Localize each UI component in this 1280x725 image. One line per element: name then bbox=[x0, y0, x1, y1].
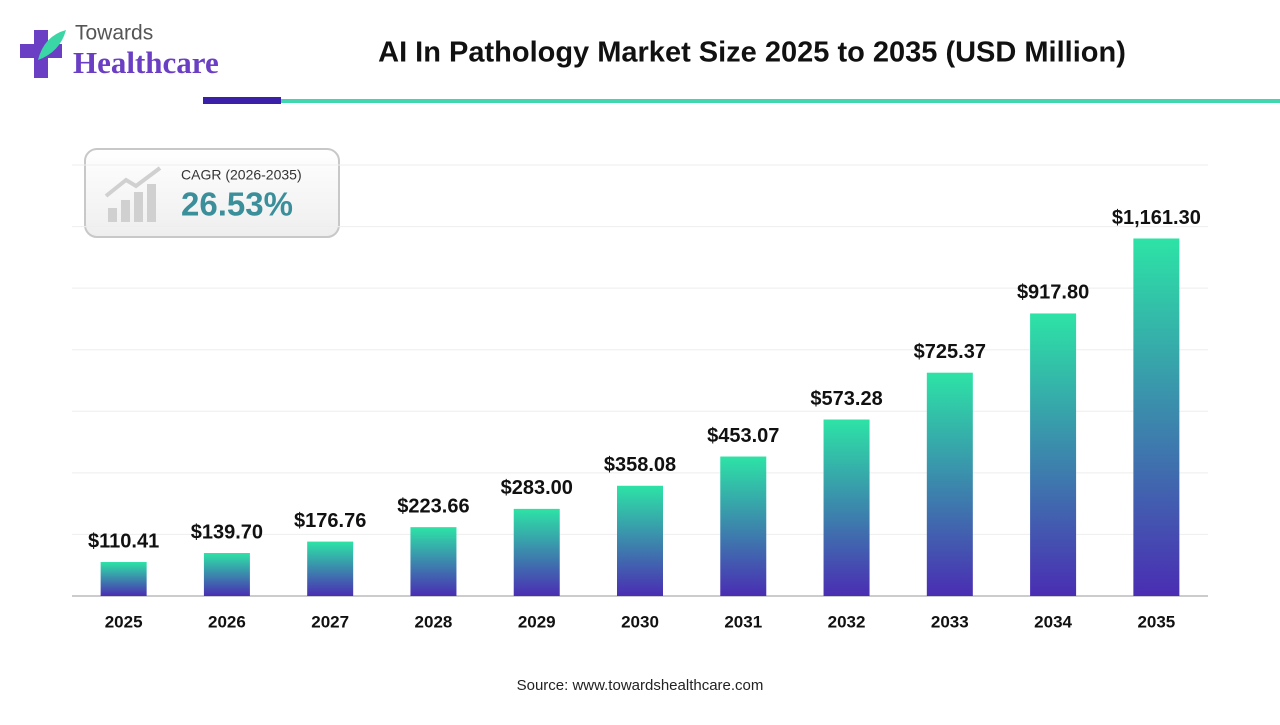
source: Source: www.towardshealthcare.com bbox=[517, 677, 764, 694]
bar bbox=[1133, 238, 1180, 596]
x-tick-label: 2028 bbox=[415, 612, 453, 631]
bar bbox=[203, 552, 250, 596]
x-tick-label: 2025 bbox=[105, 612, 143, 631]
x-tick-label: 2035 bbox=[1137, 612, 1175, 631]
value-label: $223.66 bbox=[397, 495, 469, 517]
logo-line2: Healthcare bbox=[73, 45, 219, 80]
value-label: $139.70 bbox=[191, 521, 263, 543]
x-tick-label: 2032 bbox=[828, 612, 866, 631]
bar bbox=[926, 372, 973, 596]
x-tick-label: 2031 bbox=[724, 612, 762, 631]
cagr-value: 26.53% bbox=[181, 186, 293, 223]
bar bbox=[823, 419, 870, 596]
value-label: $573.28 bbox=[810, 388, 882, 410]
header-accent bbox=[203, 97, 281, 104]
cagr-label: CAGR (2026-2035) bbox=[181, 167, 302, 183]
bar bbox=[513, 508, 560, 596]
chart-title: AI In Pathology Market Size 2025 to 2035… bbox=[378, 37, 1126, 69]
bar bbox=[410, 527, 457, 596]
value-label: $917.80 bbox=[1017, 282, 1089, 304]
value-label: $453.07 bbox=[707, 425, 779, 447]
value-label: $1,161.30 bbox=[1112, 207, 1201, 229]
logo-line1: Towards bbox=[75, 22, 153, 45]
bar bbox=[720, 456, 767, 596]
cagr-card: CAGR (2026-2035) 26.53% bbox=[84, 148, 340, 238]
x-tick-label: 2034 bbox=[1034, 612, 1072, 631]
value-label: $725.37 bbox=[914, 341, 986, 363]
x-tick-label: 2026 bbox=[208, 612, 246, 631]
header-line bbox=[281, 99, 1280, 103]
value-label: $176.76 bbox=[294, 510, 366, 532]
value-label: $358.08 bbox=[604, 454, 676, 476]
bar bbox=[307, 541, 354, 596]
x-tick-label: 2029 bbox=[518, 612, 556, 631]
x-tick-label: 2027 bbox=[311, 612, 349, 631]
value-label: $283.00 bbox=[501, 477, 573, 499]
x-tick-label: 2030 bbox=[621, 612, 659, 631]
bar bbox=[617, 485, 663, 596]
bar bbox=[100, 562, 147, 596]
value-label: $110.41 bbox=[88, 530, 159, 552]
bar bbox=[1030, 313, 1077, 596]
logo: Towards Healthcare bbox=[20, 22, 219, 80]
x-tick-label: 2033 bbox=[931, 612, 969, 631]
